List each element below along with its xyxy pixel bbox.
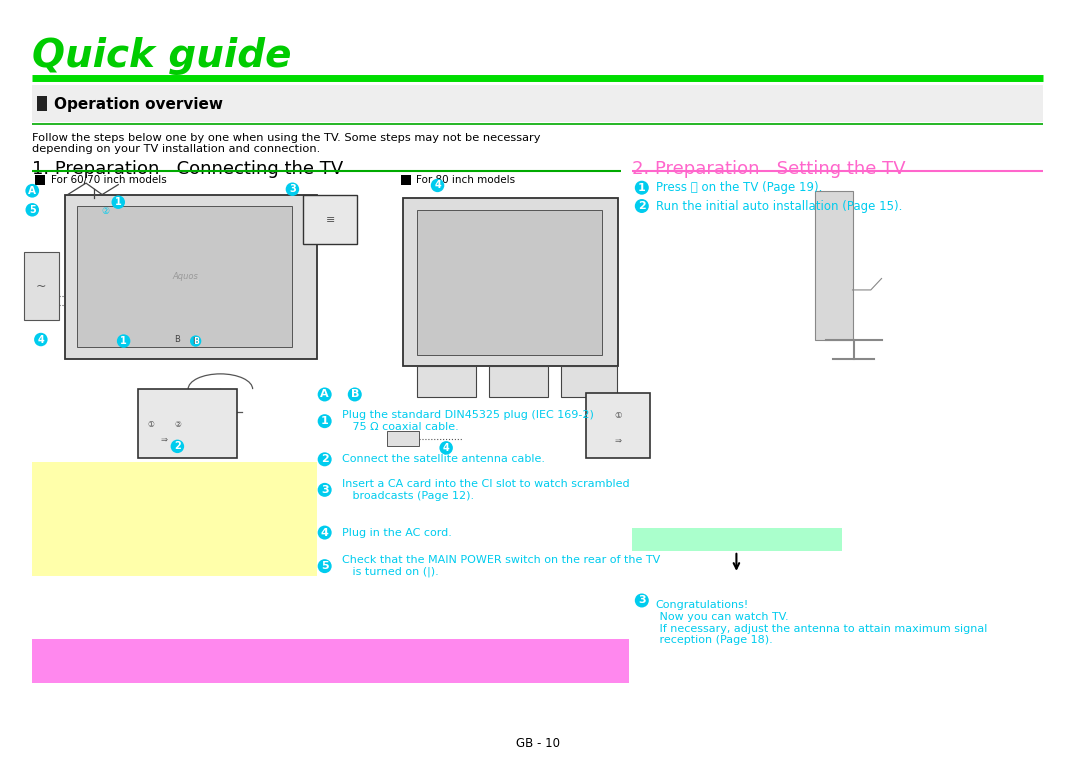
Text: ⇒: ⇒ [615,436,622,445]
Bar [78,206,293,347]
Bar [37,96,48,111]
Text: A: A [321,389,329,400]
Bar [387,431,419,446]
Bar [32,462,318,576]
Text: 1: 1 [120,336,127,346]
Text: 1: 1 [114,197,122,208]
Text: ①: ① [147,420,154,430]
Bar [403,198,618,366]
Text: A: A [28,185,37,196]
Bar [417,210,602,355]
Text: GB - 10: GB - 10 [515,737,559,751]
Text: Press ⏻ on the TV (Page 19).: Press ⏻ on the TV (Page 19). [656,181,822,195]
Text: Insert a CA card into the CI slot to watch scrambled
   broadcasts (Page 12).: Insert a CA card into the CI slot to wat… [342,479,630,501]
Text: Run the initial auto installation (Page 15).: Run the initial auto installation (Page … [656,199,902,213]
Bar [36,175,45,185]
Text: ~: ~ [36,279,46,293]
Bar [303,195,356,244]
Text: ≡: ≡ [325,214,335,225]
Text: 3: 3 [638,595,646,606]
Text: Check that the MAIN POWER switch on the rear of the TV
   is turned on (|).: Check that the MAIN POWER switch on the … [342,555,660,577]
Text: B: B [175,335,180,344]
Text: B: B [351,389,359,400]
Bar [24,252,59,320]
Bar [815,191,852,340]
Text: 5: 5 [29,204,36,215]
Text: 2: 2 [638,201,646,211]
Text: ②: ② [102,207,109,216]
Text: Operation overview: Operation overview [54,97,222,112]
Text: 4: 4 [443,443,449,453]
Text: 2. Preparation   Setting the TV: 2. Preparation Setting the TV [632,160,906,179]
Text: 4: 4 [321,527,328,538]
Text: B: B [192,336,199,346]
Bar [562,366,617,397]
Text: ⇒: ⇒ [161,434,168,443]
Text: Congratulations!
 Now you can watch TV.
 If necessary, adjust the antenna to att: Congratulations! Now you can watch TV. I… [656,600,987,645]
Bar [586,393,650,458]
Text: ①: ① [615,411,622,420]
Text: Plug the standard DIN45325 plug (IEC 169-2)
   75 Ω coaxial cable.: Plug the standard DIN45325 plug (IEC 169… [342,410,594,432]
Text: 3: 3 [321,485,328,495]
Text: Quick guide: Quick guide [32,37,292,75]
Text: Follow the steps below one by one when using the TV. Some steps may not be neces: Follow the steps below one by one when u… [32,133,541,154]
Text: Aquos: Aquos [172,272,198,281]
Text: 2: 2 [321,454,328,465]
Bar [401,175,410,185]
Text: For 80 inch models: For 80 inch models [416,175,515,185]
Text: ②: ② [174,420,180,430]
Bar [489,366,549,397]
Text: Connect the satellite antenna cable.: Connect the satellite antenna cable. [342,454,545,465]
Bar [32,639,629,683]
Text: 1. Preparation   Connecting the TV: 1. Preparation Connecting the TV [32,160,343,179]
Text: 2: 2 [174,441,180,452]
Text: 3: 3 [289,184,296,195]
Text: For 60/70 inch models: For 60/70 inch models [51,175,166,185]
Text: 1: 1 [638,182,646,193]
Bar [65,195,318,359]
Text: 4: 4 [434,180,441,191]
Bar [417,366,476,397]
Text: B: B [193,336,199,346]
Bar [632,528,841,551]
Text: 4: 4 [38,334,44,345]
Text: Plug in the AC cord.: Plug in the AC cord. [342,527,451,538]
Text: 1: 1 [321,416,328,427]
Bar [137,389,237,458]
Bar [32,85,1043,122]
Text: 5: 5 [321,561,328,571]
